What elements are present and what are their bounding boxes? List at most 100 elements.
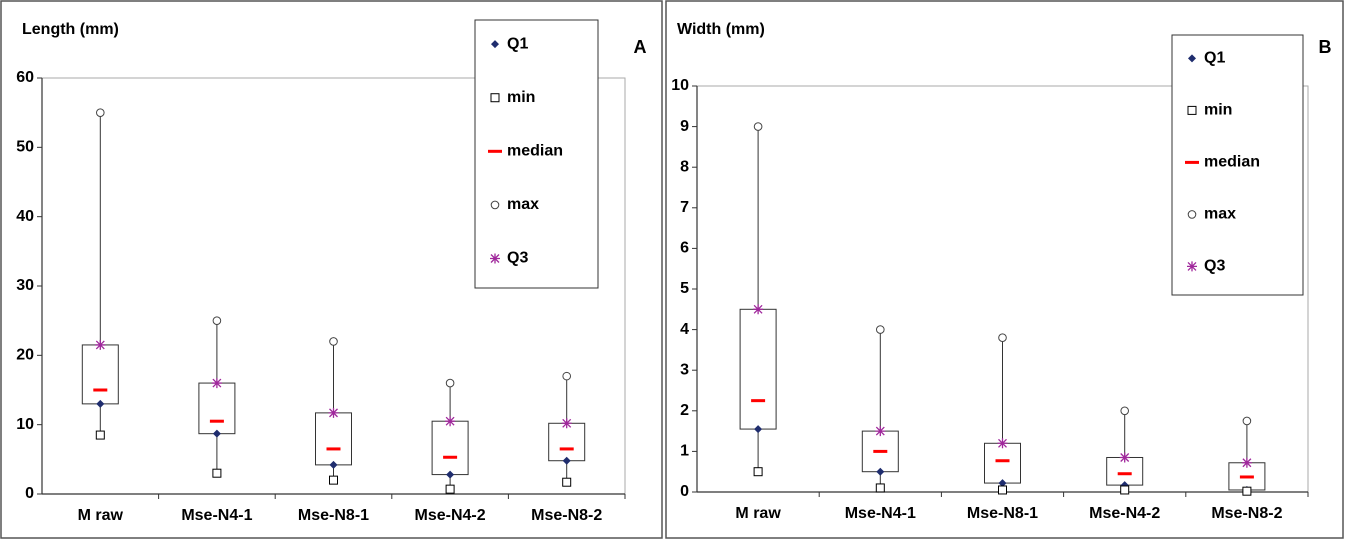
box	[431, 420, 469, 476]
x-tick-label: Mse-N8-2	[1211, 505, 1282, 522]
box	[315, 412, 352, 466]
q1-marker	[491, 40, 499, 49]
min-marker	[212, 468, 222, 478]
box	[984, 442, 1021, 484]
y-tick-label: 40	[16, 208, 34, 225]
min-marker	[875, 483, 885, 493]
max-marker	[212, 316, 222, 325]
max-marker	[96, 108, 105, 117]
y-tick-label: 7	[680, 199, 689, 216]
panel-label: B	[1319, 37, 1332, 57]
q1-marker	[876, 467, 885, 476]
max-marker	[753, 122, 763, 131]
x-tick-label: M raw	[78, 507, 124, 524]
q3-marker	[1119, 452, 1130, 463]
q3-marker	[561, 418, 572, 429]
min-marker	[562, 477, 572, 487]
max-marker	[998, 333, 1007, 343]
q1-marker	[96, 399, 105, 408]
q3-marker	[490, 253, 500, 264]
q3-marker	[211, 378, 222, 389]
y-tick-label: 60	[16, 69, 34, 86]
y-tick-label: 2	[680, 402, 689, 419]
legend-label: min	[1204, 102, 1232, 119]
y-tick-label: 5	[680, 280, 689, 297]
min-marker	[1120, 485, 1130, 495]
legend-label: max	[1204, 206, 1236, 223]
x-tick-label: Mse-N4-2	[415, 507, 486, 524]
min-marker	[329, 475, 338, 485]
y-tick-label: 4	[680, 321, 689, 338]
q1-marker	[1188, 54, 1196, 63]
x-tick-label: M raw	[735, 505, 781, 522]
legend-box	[1171, 34, 1304, 296]
x-tick-label: Mse-N4-2	[1089, 505, 1160, 522]
chart-title: Width (mm)	[677, 21, 765, 38]
q3-marker	[95, 339, 106, 350]
legend-box	[474, 19, 599, 289]
max-marker	[445, 378, 455, 388]
legend-label: max	[507, 196, 539, 213]
min-marker	[1187, 105, 1197, 115]
y-tick-label: 1	[680, 443, 689, 460]
y-tick-label: 30	[16, 277, 34, 294]
legend-label: Q3	[507, 250, 528, 267]
x-tick-label: Mse-N8-2	[531, 507, 602, 524]
max-marker	[1242, 416, 1252, 426]
q3-marker	[328, 407, 339, 418]
min-marker	[753, 467, 763, 477]
y-tick-label: 0	[680, 483, 689, 500]
q3-marker	[1241, 457, 1252, 468]
box	[548, 422, 586, 462]
q3-marker	[997, 438, 1008, 449]
min-marker	[490, 93, 500, 103]
q3-marker	[445, 416, 456, 427]
min-marker	[445, 484, 455, 494]
q1-marker	[446, 470, 455, 479]
x-tick-label: Mse-N8-1	[298, 507, 369, 524]
q1-marker	[754, 425, 763, 434]
max-marker	[490, 200, 500, 210]
chart-title: Length (mm)	[22, 21, 119, 38]
q1-marker	[212, 429, 221, 438]
max-marker	[876, 325, 885, 334]
panel-label: A	[634, 37, 647, 57]
y-tick-label: 20	[16, 347, 34, 364]
q1-marker	[562, 456, 571, 465]
y-tick-label: 0	[25, 485, 34, 502]
y-tick-label: 9	[680, 118, 689, 135]
x-tick-label: Mse-N4-1	[845, 505, 916, 522]
x-tick-label: Mse-N4-1	[181, 507, 252, 524]
y-tick-label: 10	[671, 77, 689, 94]
q3-marker	[753, 304, 764, 315]
x-tick-label: Mse-N8-1	[967, 505, 1038, 522]
legend-label: Q1	[507, 35, 528, 52]
box	[81, 344, 119, 405]
q3-marker	[1187, 261, 1197, 272]
legend-label: Q3	[1204, 258, 1225, 275]
q1-marker	[329, 460, 338, 469]
min-marker	[95, 430, 105, 440]
legend-label: Q1	[1204, 50, 1225, 67]
legend-label: median	[1204, 154, 1260, 171]
box	[739, 308, 777, 430]
q3-marker	[875, 426, 886, 437]
y-tick-label: 50	[16, 139, 34, 156]
min-marker	[998, 485, 1007, 495]
q1-marker	[998, 479, 1007, 488]
y-tick-label: 6	[680, 240, 689, 257]
panel-frame	[665, 0, 1344, 539]
max-marker	[1120, 406, 1129, 416]
max-marker	[562, 371, 572, 381]
legend-label: min	[507, 89, 535, 106]
max-marker	[1187, 210, 1197, 219]
min-marker	[1242, 486, 1252, 496]
max-marker	[329, 337, 338, 346]
box	[198, 382, 236, 435]
y-tick-label: 8	[680, 158, 689, 175]
y-tick-label: 10	[16, 416, 34, 433]
legend-label: median	[507, 143, 563, 160]
y-tick-label: 3	[680, 361, 689, 378]
panel-frame	[0, 0, 663, 539]
